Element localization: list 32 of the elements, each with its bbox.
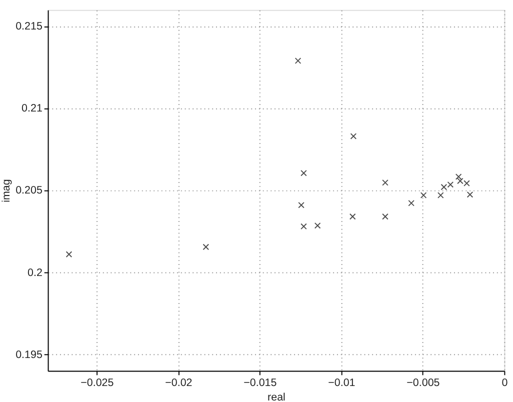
x-tick-label: 0 (502, 376, 508, 389)
x-tick-label: −0.025 (80, 376, 114, 389)
point (457, 178, 464, 184)
y-tick-label: 0.21 (22, 102, 42, 115)
x-axis-title: real (268, 392, 286, 402)
y-tick-label: 0.2 (28, 266, 42, 279)
point (408, 200, 414, 206)
point (440, 184, 448, 190)
point (300, 223, 307, 230)
y-tick-label: 0.195 (16, 348, 42, 361)
point (466, 191, 474, 198)
y-axis-title: imag (0, 179, 13, 202)
x-tick-label: −0.01 (328, 376, 356, 389)
point (447, 181, 454, 188)
y-tick-label: 0.205 (16, 184, 42, 197)
x-tick-label: −0.02 (165, 376, 192, 389)
point (66, 251, 72, 258)
point (300, 170, 307, 176)
point (349, 213, 356, 220)
point (294, 58, 302, 64)
point (464, 180, 470, 186)
point (382, 213, 388, 220)
x-tick-label: −0.005 (406, 376, 440, 389)
point (382, 179, 388, 186)
x-tick-label: −0.015 (244, 376, 277, 389)
point (314, 222, 321, 229)
point (420, 192, 427, 198)
point (298, 202, 304, 208)
y-tick-label: 0.215 (16, 20, 42, 33)
point (350, 133, 357, 140)
point (437, 192, 444, 198)
point (202, 244, 210, 250)
